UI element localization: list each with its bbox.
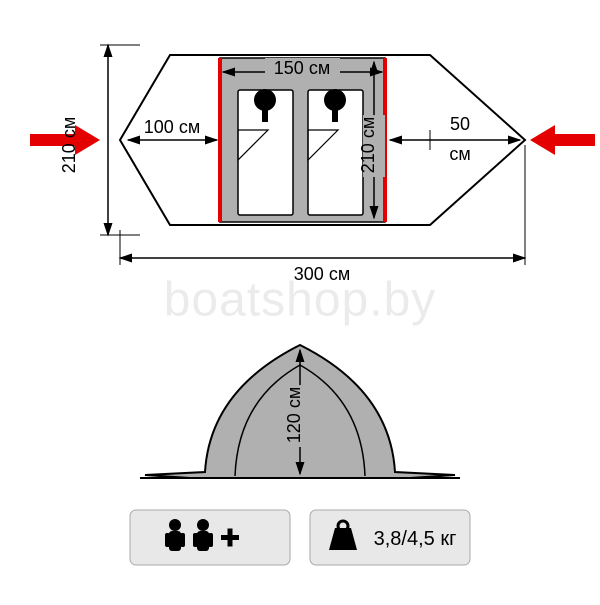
dim-vestibule-left: 100 см — [144, 117, 200, 137]
dim-total-length: 300 см — [294, 264, 350, 284]
side-view-diagram: 120 см — [140, 345, 460, 478]
dim-inner-width: 150 см — [274, 58, 330, 78]
sleeping-bag-1 — [238, 89, 293, 215]
dim-height: 120 см — [284, 387, 304, 443]
info-boxes: 3,8/4,5 кг — [130, 510, 470, 565]
top-view-diagram: 210 см 100 см 150 см 210 см 50 см 300 см — [30, 45, 595, 284]
dim-vestibule-right-top: 50 — [450, 114, 470, 134]
entry-arrow-right — [530, 125, 595, 155]
dim-outer-width: 210 см — [59, 117, 79, 173]
sleeping-bag-2 — [308, 89, 363, 215]
dim-inner-depth: 210 см — [358, 117, 378, 173]
dim-vestibule-right-bot: см — [449, 144, 470, 164]
weight-text: 3,8/4,5 кг — [374, 528, 457, 550]
